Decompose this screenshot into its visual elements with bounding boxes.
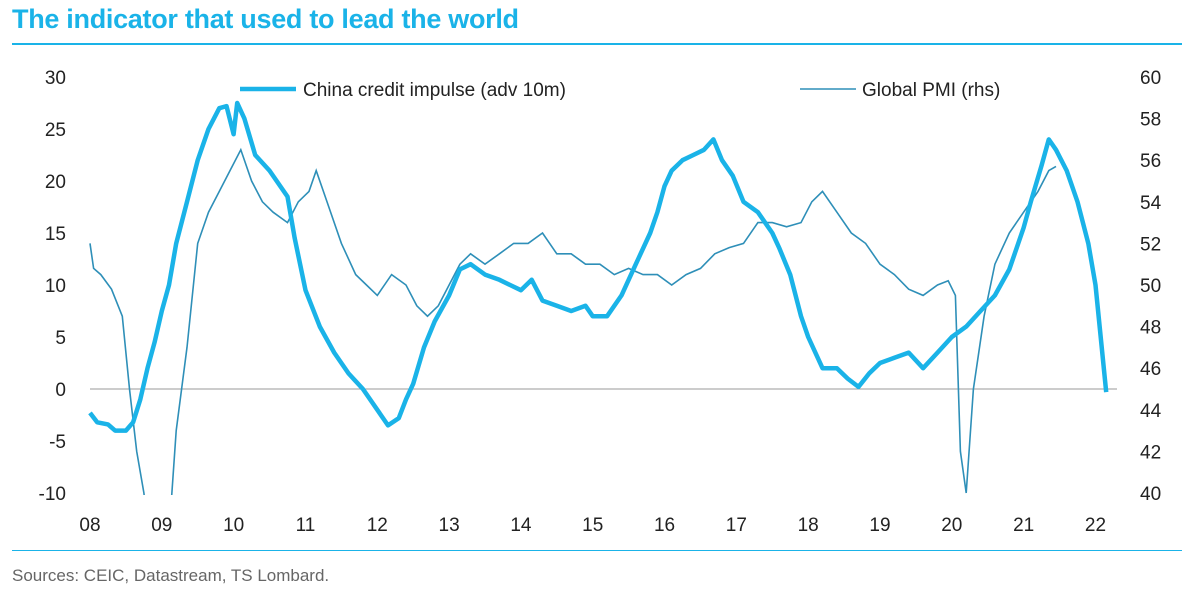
right-tick-label: 44 — [1140, 401, 1162, 422]
source-note: Sources: CEIC, Datastream, TS Lombard. — [12, 566, 330, 585]
footer-rule — [12, 550, 1182, 551]
x-tick-label: 10 — [223, 515, 244, 536]
legend: China credit impulse (adv 10m) Global PM… — [240, 80, 1000, 101]
series-line-global-pmi — [89, 147, 1057, 495]
right-tick-label: 42 — [1140, 442, 1161, 463]
right-tick-label: 46 — [1140, 359, 1161, 380]
right-tick-label: 54 — [1140, 193, 1162, 214]
title-underline — [12, 43, 1182, 45]
right-tick-label: 40 — [1140, 484, 1161, 505]
x-axis-ticks: 08 09 10 11 12 13 14 15 16 17 18 19 20 21 22 — [79, 515, 1106, 536]
legend-label-china: China credit impulse (adv 10m) — [303, 80, 566, 101]
x-tick-label: 13 — [439, 515, 460, 536]
left-tick-label: 30 — [45, 68, 66, 89]
left-tick-label: 0 — [55, 380, 66, 401]
x-tick-label: 14 — [510, 515, 532, 536]
right-tick-label: 52 — [1140, 234, 1161, 255]
left-axis-ticks: 30 25 20 15 10 5 0 -5 -10 — [39, 68, 66, 505]
x-tick-label: 09 — [151, 515, 172, 536]
right-axis-ticks: 60 58 56 54 52 50 48 46 44 42 40 — [1140, 68, 1162, 505]
x-tick-label: 15 — [582, 515, 603, 536]
x-tick-label: 08 — [79, 515, 100, 536]
x-tick-label: 12 — [367, 515, 388, 536]
left-tick-label: 15 — [45, 224, 66, 245]
x-tick-label: 11 — [296, 515, 316, 536]
chart-title: The indicator that used to lead the worl… — [12, 4, 519, 34]
series-line-china-credit-impulse — [88, 100, 1109, 433]
x-tick-label: 21 — [1013, 515, 1034, 536]
x-tick-label: 17 — [726, 515, 747, 536]
x-tick-label: 16 — [654, 515, 675, 536]
x-tick-label: 22 — [1085, 515, 1106, 536]
right-tick-label: 58 — [1140, 110, 1161, 131]
right-tick-label: 60 — [1140, 68, 1161, 89]
x-tick-label: 19 — [869, 515, 890, 536]
right-tick-label: 50 — [1140, 276, 1161, 297]
left-tick-label: -5 — [49, 432, 66, 453]
left-tick-label: 20 — [45, 172, 66, 193]
left-tick-label: -10 — [39, 484, 66, 505]
left-tick-label: 25 — [45, 120, 66, 141]
legend-label-pmi: Global PMI (rhs) — [862, 80, 1000, 101]
right-tick-label: 48 — [1140, 318, 1161, 339]
x-tick-label: 20 — [941, 515, 962, 536]
left-tick-label: 10 — [45, 276, 66, 297]
x-tick-label: 18 — [798, 515, 819, 536]
left-tick-label: 5 — [55, 328, 66, 349]
right-tick-label: 56 — [1140, 151, 1161, 172]
